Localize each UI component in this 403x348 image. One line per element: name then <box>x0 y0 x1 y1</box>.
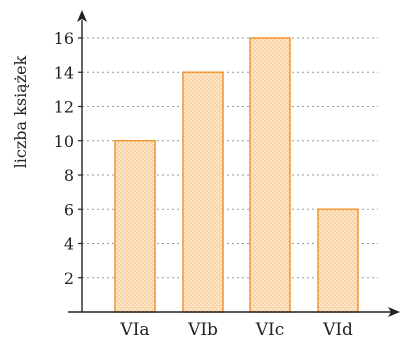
bars <box>114 37 359 313</box>
bar-VIa <box>114 139 156 313</box>
x-axis-arrow-icon <box>388 307 400 317</box>
y-tick-label-8: 8 <box>64 166 74 185</box>
y-axis-arrow-icon <box>77 10 87 22</box>
y-ticks: 2 4 6 8 10 12 14 16 <box>54 29 82 288</box>
y-tick-label-4: 4 <box>64 235 74 254</box>
x-tick-label-VId: VId <box>322 320 353 340</box>
x-tick-label-VIa: VIa <box>119 320 149 340</box>
y-tick-label-2: 2 <box>64 269 74 288</box>
axes <box>68 10 400 317</box>
bar-VIc <box>249 37 291 313</box>
x-tick-label-VIc: VIc <box>255 320 285 340</box>
y-axis-label: liczba książek <box>11 55 30 168</box>
y-tick-label-14: 14 <box>54 63 74 82</box>
y-tick-label-10: 10 <box>54 132 74 151</box>
y-tick-label-16: 16 <box>54 29 74 48</box>
x-tick-labels: VIa VIb VIc VId <box>119 320 353 340</box>
y-tick-label-6: 6 <box>64 200 74 219</box>
y-tick-label-12: 12 <box>54 98 74 117</box>
bar-VId <box>317 208 359 313</box>
bar-VIb <box>182 71 224 313</box>
x-tick-label-VIb: VIb <box>187 320 218 340</box>
